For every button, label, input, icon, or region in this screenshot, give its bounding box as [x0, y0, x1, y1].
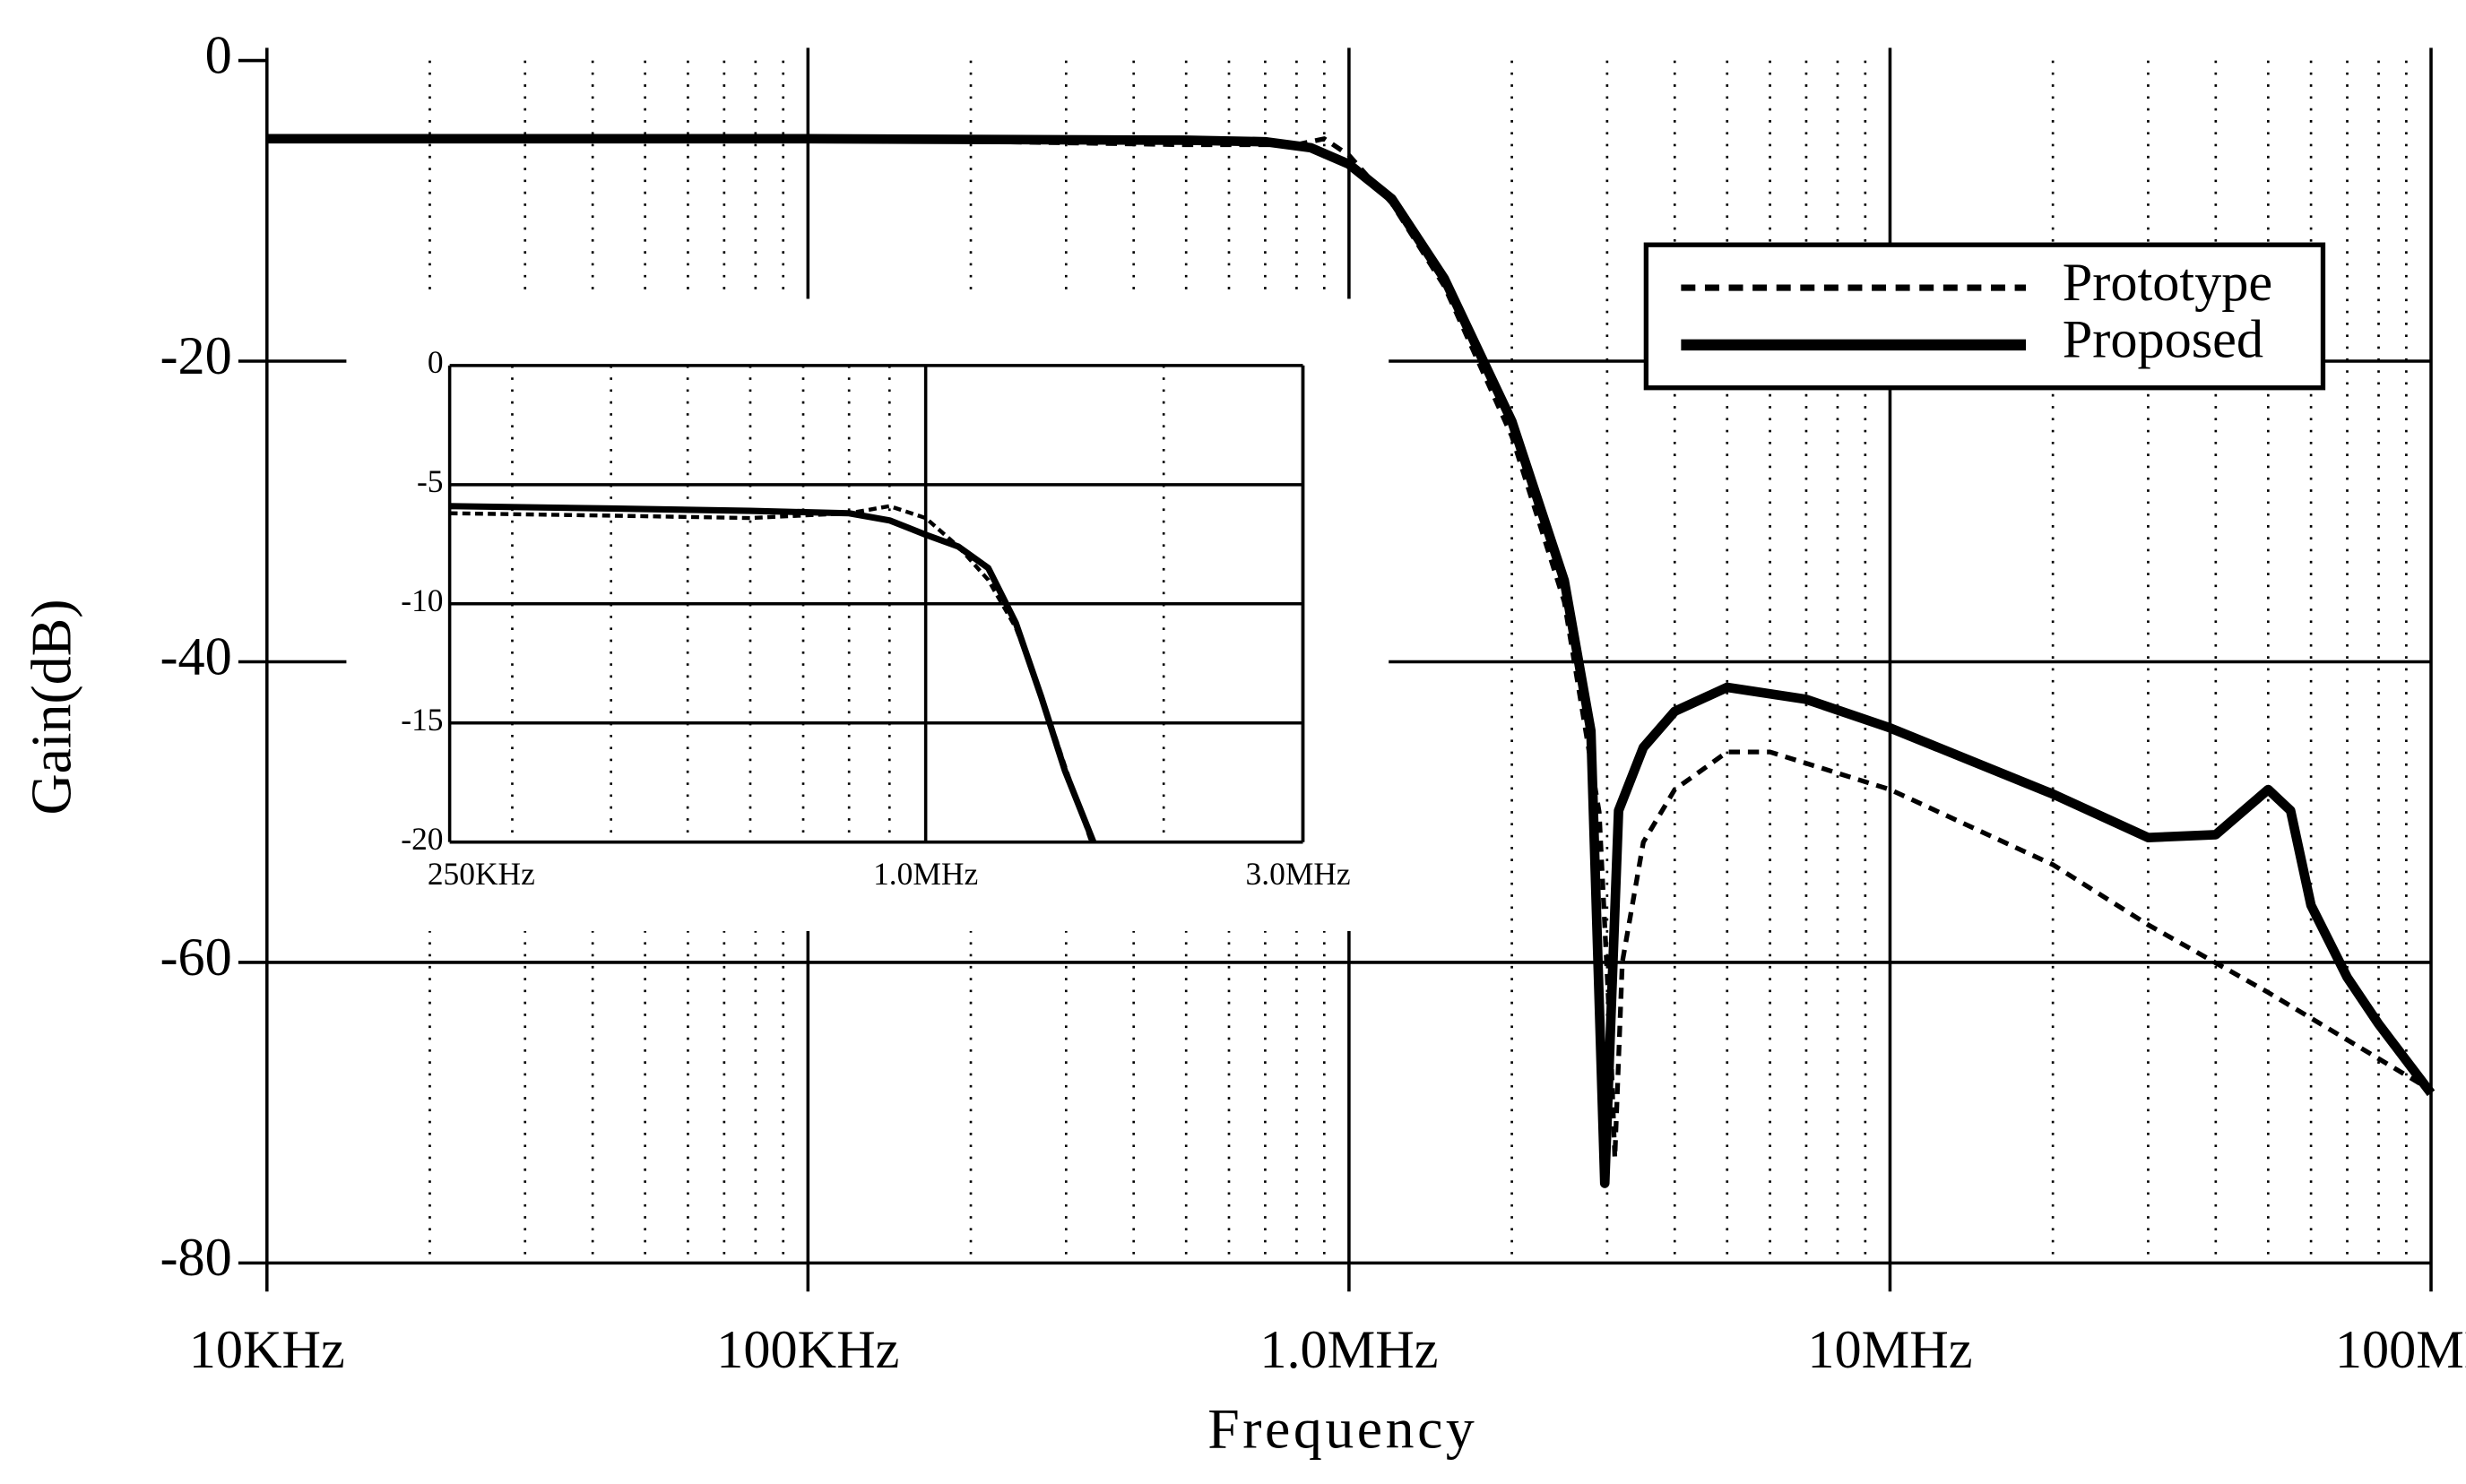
x-tick-label: 250KHz [428, 856, 535, 892]
x-tick-label: 1.0MHz [873, 856, 978, 892]
y-tick-label: -60 [160, 928, 231, 988]
inset-background [346, 298, 1389, 931]
y-tick-label: -80 [160, 1228, 231, 1288]
x-tick-label: 10KHz [189, 1320, 345, 1380]
legend-label: Prototype [2063, 253, 2272, 313]
main-plot: 0 -20 -40 -60 -80 10KHz 100KHz 1.0MHz 10MHz 100MH… [160, 25, 2466, 1380]
y-tick-label: -40 [160, 626, 231, 686]
series-line [449, 503, 1097, 843]
y-tick-label: -20 [401, 821, 443, 857]
y-tick-label: -15 [401, 702, 443, 738]
y-tick-label: 0 [205, 25, 232, 85]
x-axis-label: Frequency [1207, 1396, 1477, 1460]
x-tick-label: 3.0MHz [1246, 856, 1351, 892]
x-tick-label: 10MHz [1807, 1320, 1972, 1380]
series-line [266, 134, 2436, 1188]
y-tick-label: -20 [160, 326, 231, 386]
legend-label: Proposed [2063, 310, 2263, 370]
y-tick-label: -5 [417, 463, 444, 499]
y-tick-label: -10 [401, 582, 443, 618]
x-tick-label: 1.0MHz [1259, 1320, 1438, 1380]
y-tick-label: 0 [428, 344, 444, 380]
x-tick-label: 100KHz [716, 1320, 899, 1380]
x-tick-label: 100MHz [2335, 1320, 2466, 1380]
y-axis-label: Gain(dB) [19, 600, 82, 815]
legend-box [1643, 242, 2326, 391]
